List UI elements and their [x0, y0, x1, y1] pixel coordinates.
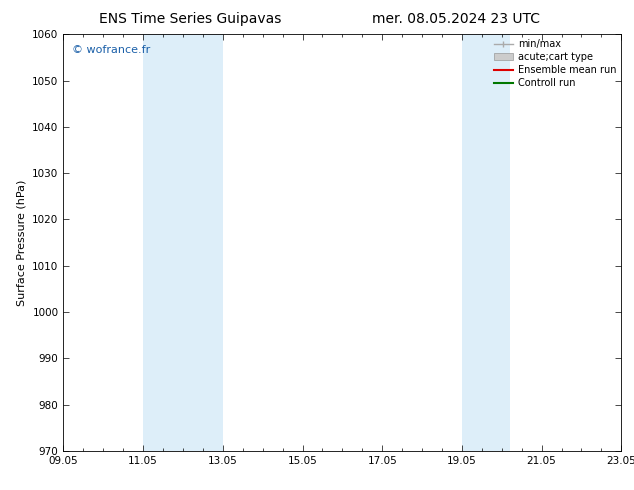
Y-axis label: Surface Pressure (hPa): Surface Pressure (hPa) [16, 179, 27, 306]
Bar [143, 34, 223, 451]
Legend: min/max, acute;cart type, Ensemble mean run, Controll run: min/max, acute;cart type, Ensemble mean … [494, 39, 616, 88]
Text: © wofrance.fr: © wofrance.fr [72, 45, 150, 55]
Text: ENS Time Series Guipavas: ENS Time Series Guipavas [99, 12, 281, 26]
Bar [482, 34, 510, 451]
Bar [462, 34, 482, 451]
Text: mer. 08.05.2024 23 UTC: mer. 08.05.2024 23 UTC [373, 12, 540, 26]
